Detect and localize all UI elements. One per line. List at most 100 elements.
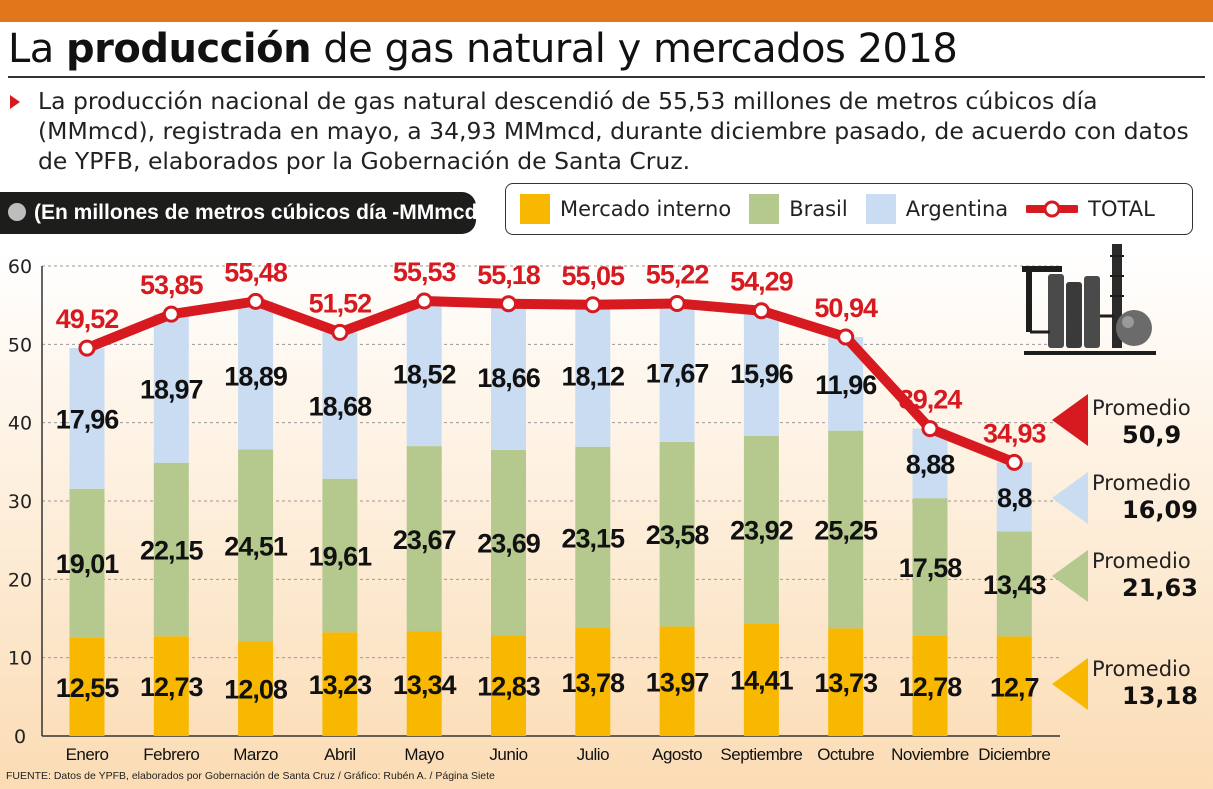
total-label: 55,22	[646, 259, 709, 289]
average-label: Promedio	[1092, 549, 1191, 573]
page-title: La producción de gas natural y mercados …	[8, 26, 958, 72]
bar-argentina	[153, 314, 189, 463]
total-label: 54,29	[730, 267, 794, 297]
data-label: 12,55	[56, 673, 120, 703]
y-tick-label: 10	[8, 648, 32, 670]
data-label: 12,83	[477, 672, 541, 702]
y-tick-label: 40	[8, 413, 32, 435]
bar-brasil	[828, 430, 864, 629]
x-tick-label: Diciembre	[978, 745, 1050, 764]
total-line	[82, 296, 1020, 468]
data-label: 18,12	[562, 362, 625, 392]
average-brasil: Promedio 21,63	[1092, 549, 1207, 603]
data-label: 8,88	[906, 449, 956, 479]
total-label: 55,53	[393, 257, 457, 287]
average-argentina: Promedio 16,09	[1092, 471, 1207, 525]
legend-line-swatch	[1026, 200, 1079, 218]
total-point	[162, 305, 180, 323]
bar-brasil	[575, 446, 611, 629]
bar-mercado-interno	[69, 637, 105, 736]
average-value: 21,63	[1122, 574, 1198, 602]
data-label: 23,92	[730, 515, 793, 545]
gas-plant-icon	[1022, 244, 1156, 355]
data-label: 18,66	[477, 363, 541, 393]
average-value: 16,09	[1122, 496, 1198, 524]
bar-brasil	[69, 488, 105, 638]
data-label: 24,51	[224, 531, 288, 561]
bar-mercado-interno	[153, 636, 189, 736]
bar-argentina	[575, 304, 611, 447]
data-label: 13,34	[393, 670, 457, 700]
bar-brasil	[491, 449, 526, 636]
total-point	[584, 296, 602, 314]
y-tick-label: 50	[8, 334, 32, 356]
data-label: 23,58	[646, 520, 710, 550]
bar-mercado-interno	[828, 628, 864, 736]
x-tick-label: Septiembre	[720, 745, 802, 764]
average-mercado-interno-arrow-icon	[1052, 658, 1088, 710]
x-tick-label: Agosto	[652, 745, 702, 764]
bullet-arrow-icon	[10, 95, 20, 109]
data-label: 18,89	[224, 361, 288, 391]
bar-mercado-interno	[322, 632, 358, 736]
bar-brasil	[912, 498, 948, 636]
average-brasil-arrow-icon	[1052, 550, 1088, 602]
total-label: 49,52	[56, 304, 119, 334]
x-tick-label: Junio	[489, 745, 527, 764]
data-label: 12,78	[899, 672, 963, 702]
data-label: 17,67	[646, 359, 709, 389]
data-label: 12,73	[140, 672, 204, 702]
total-label: 55,48	[224, 257, 288, 287]
total-point	[500, 295, 517, 313]
bar-mercado-interno	[406, 631, 442, 736]
data-label: 13,73	[814, 668, 878, 698]
legend-item: Mercado interno	[520, 194, 731, 224]
total-point	[78, 339, 96, 357]
bar-brasil	[238, 449, 274, 642]
stacked-bar-chart: 0 10 20 30 40 50 60 12,55 19,01 17,96 Enero 12,73 22…	[8, 244, 1156, 764]
legend-label: Mercado interno	[560, 197, 732, 221]
bar-argentina	[743, 310, 779, 436]
data-label: 23,69	[477, 529, 541, 559]
circle-icon	[8, 203, 26, 221]
total-label: 34,93	[983, 418, 1047, 448]
bar-mercado-interno	[238, 641, 274, 736]
average-label: Promedio	[1092, 471, 1191, 495]
title-divider	[8, 76, 1205, 78]
total-point	[668, 294, 686, 312]
legend: Mercado interno Brasil Argentina TOTAL	[505, 183, 1193, 235]
data-label: 18,68	[309, 392, 373, 422]
bar-mercado-interno	[996, 636, 1032, 736]
average-total-arrow-icon	[1052, 394, 1088, 446]
legend-item: Argentina	[865, 194, 1008, 224]
total-point	[247, 292, 265, 310]
data-label: 12,08	[224, 675, 288, 705]
bar-brasil	[659, 441, 695, 627]
bar-argentina	[491, 303, 526, 450]
data-label: 13,43	[983, 570, 1047, 600]
legend-item: TOTAL	[1026, 197, 1155, 221]
data-label: 25,25	[814, 516, 878, 546]
x-tick-label: Julio	[577, 745, 610, 764]
average-total: Promedio 50,9	[1092, 396, 1207, 450]
bar-argentina	[406, 301, 442, 447]
x-tick-label: Marzo	[233, 745, 278, 764]
data-label: 8,8	[997, 483, 1033, 513]
subtitle-text: La producción nacional de gas natural de…	[38, 87, 1189, 175]
total-label: 39,24	[899, 385, 963, 415]
average-mercado-interno: Promedio 13,18	[1092, 657, 1207, 711]
legend-swatch	[520, 194, 550, 224]
total-label: 55,05	[562, 261, 626, 291]
source-note: FUENTE: Datos de YPFB, elaborados por Go…	[6, 770, 495, 782]
data-label: 13,97	[646, 667, 709, 697]
data-label: 14,41	[730, 666, 794, 696]
bar-mercado-interno	[659, 626, 695, 736]
average-value: 13,18	[1122, 682, 1198, 710]
bar-brasil	[322, 478, 358, 633]
legend-label: Brasil	[789, 197, 848, 221]
y-tick-label: 30	[8, 491, 32, 513]
total-label: 50,94	[814, 293, 878, 323]
data-label: 22,15	[140, 536, 204, 566]
data-label: 23,15	[562, 523, 626, 553]
total-label: 51,52	[309, 288, 372, 318]
